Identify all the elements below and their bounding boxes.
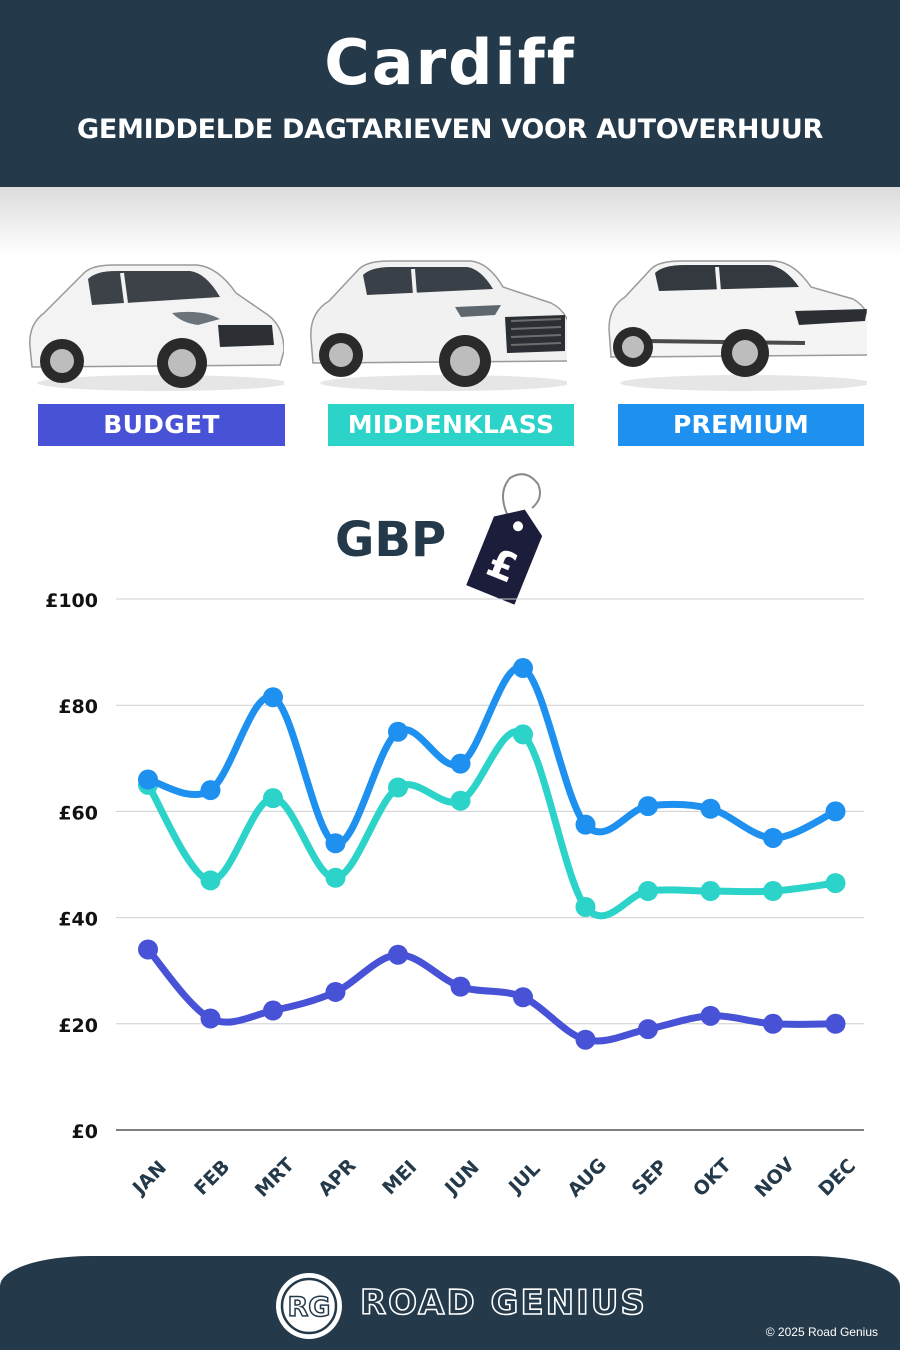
- data-point: [825, 1013, 846, 1034]
- data-point: [700, 881, 721, 902]
- logo-text: RG: [288, 1292, 331, 1323]
- data-point: [138, 939, 158, 960]
- x-tick-label: JUN: [439, 1156, 483, 1200]
- x-tick-label: MRT: [251, 1154, 299, 1202]
- badge-midrange: MIDDENKLASS: [328, 404, 574, 446]
- header: Cardiff GEMIDDELDE DAGTARIEVEN VOOR AUTO…: [0, 0, 900, 187]
- series-line-middenklass: [144, 728, 839, 920]
- data-point: [263, 788, 283, 809]
- badge-budget: BUDGET: [38, 404, 285, 446]
- x-tick-label: JAN: [127, 1157, 171, 1201]
- x-tick-label: JUL: [503, 1158, 544, 1199]
- series-line-budget: [144, 945, 839, 1045]
- data-point: [200, 1008, 221, 1029]
- x-tick-label: OKT: [689, 1154, 736, 1201]
- data-point: [200, 780, 221, 801]
- data-point: [388, 777, 408, 798]
- data-point: [575, 814, 596, 835]
- data-point: [325, 833, 346, 854]
- data-point: [200, 870, 221, 891]
- x-tick-label: DEC: [814, 1155, 860, 1201]
- city-title: Cardiff: [324, 26, 576, 99]
- copyright: © 2025 Road Genius: [765, 1325, 878, 1339]
- x-tick-label: MEI: [378, 1156, 421, 1199]
- badge-premium: PREMIUM: [618, 404, 864, 446]
- y-tick-label: £20: [58, 1015, 98, 1037]
- data-point: [513, 987, 533, 1008]
- x-tick-label: NOV: [751, 1153, 799, 1201]
- x-tick-label: FEB: [190, 1156, 234, 1200]
- data-point: [263, 687, 283, 708]
- y-tick-label: £80: [58, 696, 98, 718]
- y-tick-label: £100: [45, 590, 98, 612]
- price-tag-icon: £: [466, 473, 543, 605]
- data-point: [513, 658, 533, 679]
- y-tick-label: £40: [58, 909, 98, 931]
- data-point: [700, 1005, 721, 1026]
- page-subtitle: GEMIDDELDE DAGTARIEVEN VOOR AUTOVERHUUR: [77, 114, 823, 145]
- data-point: [138, 769, 158, 790]
- brand-name: ROAD GENIUS: [359, 1282, 647, 1324]
- data-point: [763, 881, 783, 902]
- premium-car-image: [608, 260, 867, 391]
- road-genius-logo-icon: RG: [276, 1273, 342, 1339]
- budget-car-image: [29, 264, 284, 391]
- header-shadow: [0, 187, 900, 257]
- midrange-car-image: [310, 260, 567, 391]
- data-point: [450, 790, 471, 811]
- data-point: [825, 801, 846, 822]
- data-point: [638, 796, 658, 817]
- data-point: [513, 724, 533, 745]
- y-tick-label: £0: [72, 1121, 98, 1143]
- x-axis-ticks: JAN FEB MRT APR MEI JUN JUL AUG SEP OKT NOV DEC: [127, 1153, 860, 1201]
- x-tick-label: APR: [314, 1154, 360, 1200]
- data-point: [325, 981, 346, 1002]
- data-point: [700, 798, 721, 819]
- data-point: [325, 867, 346, 888]
- data-point: [388, 721, 408, 742]
- data-point: [638, 881, 658, 902]
- y-tick-label: £60: [58, 802, 98, 824]
- data-point: [450, 753, 471, 774]
- chart-series: [138, 658, 846, 1050]
- data-point: [450, 976, 471, 997]
- x-tick-label: SEP: [628, 1156, 672, 1200]
- data-point: [575, 1029, 596, 1050]
- footer: [0, 1256, 900, 1350]
- line-chart: £0 £20 £40 £60 £80 £100 JAN FEB MRT APR MEI JUN JUL…: [45, 590, 864, 1202]
- data-point: [763, 827, 783, 848]
- currency-label: GBP: [335, 512, 447, 568]
- data-point: [825, 873, 846, 894]
- y-axis-ticks: £0 £20 £40 £60 £80 £100: [45, 590, 98, 1143]
- x-tick-label: AUG: [564, 1154, 611, 1201]
- data-point: [388, 944, 408, 965]
- data-point: [263, 1000, 283, 1021]
- data-point: [638, 1019, 658, 1040]
- data-point: [763, 1013, 783, 1034]
- data-point: [575, 896, 596, 917]
